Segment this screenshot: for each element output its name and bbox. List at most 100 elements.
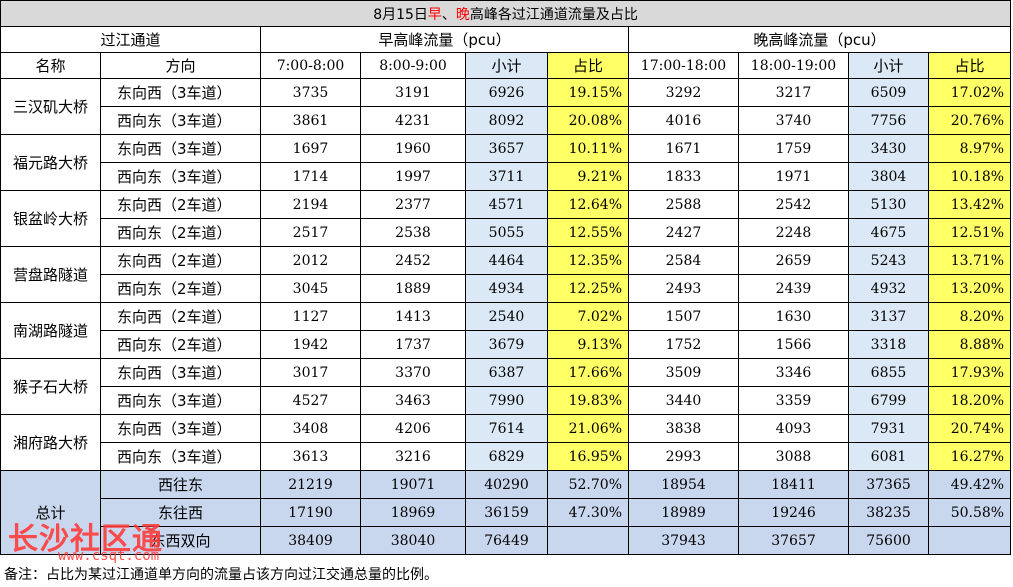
value-cell: 2377: [360, 190, 466, 219]
value-cell: 1507: [628, 302, 739, 331]
value-cell: 5055: [465, 218, 548, 247]
value-cell: 3191: [360, 78, 466, 107]
value-cell: 7756: [848, 106, 929, 135]
total-value-cell: 38040: [360, 526, 466, 555]
header-direction: 方向: [100, 52, 261, 79]
value-cell: 3216: [360, 442, 466, 471]
value-cell: 16.27%: [927, 442, 1012, 471]
value-cell: 3045: [260, 274, 361, 303]
value-cell: 1697: [260, 134, 361, 163]
value-cell: 3217: [738, 78, 849, 107]
value-cell: 3088: [738, 442, 849, 471]
direction-cell: 西向东（2车道）: [100, 218, 261, 247]
value-cell: 1971: [738, 162, 849, 191]
table-total: 总计 西往东 21219 19071 40290 52.70% 18954 18411 3736…: [0, 470, 1012, 555]
direction-cell: 西向东（3车道）: [100, 442, 261, 471]
value-cell: 4675: [848, 218, 929, 247]
value-cell: 3657: [465, 134, 548, 163]
header-name: 名称: [0, 52, 101, 79]
header-m1: 7:00-8:00: [260, 52, 361, 79]
channel-name: 南湖路隧道: [0, 302, 101, 359]
value-cell: 2542: [738, 190, 849, 219]
value-cell: 2248: [738, 218, 849, 247]
total-value-cell: 37365: [848, 470, 929, 499]
direction-cell: 东向西（3车道）: [100, 134, 261, 163]
direction-cell: 东向西（2车道）: [100, 190, 261, 219]
value-cell: 1889: [360, 274, 466, 303]
value-cell: 17.66%: [547, 358, 629, 387]
value-cell: 3017: [260, 358, 361, 387]
value-cell: 3613: [260, 442, 361, 471]
total-value-cell: [927, 526, 1012, 555]
total-value-cell: 50.58%: [927, 498, 1012, 527]
value-cell: 6926: [465, 78, 548, 107]
header-row-2: 名称 方向 7:00-8:00 8:00-9:00 小计 占比 17:00-18…: [0, 52, 1012, 79]
value-cell: 3804: [848, 162, 929, 191]
value-cell: 6855: [848, 358, 929, 387]
value-cell: 2452: [360, 246, 466, 275]
header-e-ratio: 占比: [927, 52, 1012, 79]
value-cell: 6799: [848, 386, 929, 415]
total-value-cell: 37943: [628, 526, 739, 555]
table-row: 西向东（2车道） 2517 2538 5055 12.55% 2427 2248 4675 12…: [1, 218, 1012, 247]
total-value-cell: 18969: [360, 498, 466, 527]
value-cell: 4206: [360, 414, 466, 443]
title-date: 8月15日: [373, 6, 428, 23]
direction-cell: 东向西（2车道）: [100, 302, 261, 331]
footnote: 备注：占比为某过江通道单方向的流量占该方向过江交通总量的比例。: [4, 567, 438, 583]
header-m-ratio: 占比: [547, 52, 629, 79]
value-cell: 12.35%: [547, 246, 629, 275]
value-cell: 3346: [738, 358, 849, 387]
value-cell: 2517: [260, 218, 361, 247]
value-cell: 3463: [360, 386, 466, 415]
value-cell: 6081: [848, 442, 929, 471]
value-cell: 20.74%: [927, 414, 1012, 443]
value-cell: 16.95%: [547, 442, 629, 471]
table-row: 湘府路大桥 东向西（3车道） 3408 4206 7614 21.06% 3838 4093 7…: [0, 414, 1012, 471]
value-cell: 7614: [465, 414, 548, 443]
value-cell: 1752: [628, 330, 739, 359]
total-value-cell: 19071: [360, 470, 466, 499]
total-row: 东往西 17190 18969 36159 47.30% 18989 19246 38235 5…: [1, 498, 1012, 527]
value-cell: 3440: [628, 386, 739, 415]
total-label: 总计: [0, 470, 101, 555]
total-value-cell: 18954: [628, 470, 739, 499]
value-cell: 18.20%: [927, 386, 1012, 415]
total-value-cell: 21219: [260, 470, 361, 499]
value-cell: 2584: [628, 246, 739, 275]
value-cell: 3318: [848, 330, 929, 359]
table-row: 南湖路隧道 东向西（2车道） 1127 1413 2540 7.02% 1507 1630 31…: [0, 302, 1012, 359]
header-morning: 早高峰流量（pcu）: [260, 26, 629, 53]
value-cell: 1759: [738, 134, 849, 163]
direction-cell: 东向西（3车道）: [100, 358, 261, 387]
value-cell: 12.51%: [927, 218, 1012, 247]
value-cell: 2012: [260, 246, 361, 275]
value-cell: 3430: [848, 134, 929, 163]
value-cell: 6387: [465, 358, 548, 387]
header-evening: 晚高峰流量（pcu）: [627, 26, 1012, 53]
total-value-cell: 47.30%: [547, 498, 629, 527]
value-cell: 7990: [465, 386, 548, 415]
direction-cell: 西向东（3车道）: [100, 386, 261, 415]
value-cell: 12.64%: [547, 190, 629, 219]
value-cell: 9.21%: [547, 162, 629, 191]
total-value-cell: 19246: [738, 498, 849, 527]
direction-cell: 西向东（2车道）: [100, 274, 261, 303]
value-cell: 1630: [738, 302, 849, 331]
table-row: 西向东（2车道） 1942 1737 3679 9.13% 1752 1566 3318 8.8…: [1, 330, 1012, 359]
total-direction: 东往西: [100, 498, 261, 527]
value-cell: 6509: [848, 78, 929, 107]
value-cell: 2538: [360, 218, 466, 247]
total-value-cell: 49.42%: [927, 470, 1012, 499]
total-direction: 西往东: [100, 470, 261, 499]
total-row: 东西双向 38409 38040 76449 37943 37657 75600: [1, 526, 1012, 555]
total-value-cell: 52.70%: [547, 470, 629, 499]
value-cell: 2427: [628, 218, 739, 247]
header-row-1: 过江通道 早高峰流量（pcu） 晚高峰流量（pcu）: [0, 26, 1012, 53]
value-cell: 20.08%: [547, 106, 629, 135]
value-cell: 12.25%: [547, 274, 629, 303]
value-cell: 7.02%: [547, 302, 629, 331]
table-row: 西向东（2车道） 3045 1889 4934 12.25% 2493 2439 4932 13…: [1, 274, 1012, 303]
value-cell: 5243: [848, 246, 929, 275]
value-cell: 17.93%: [927, 358, 1012, 387]
